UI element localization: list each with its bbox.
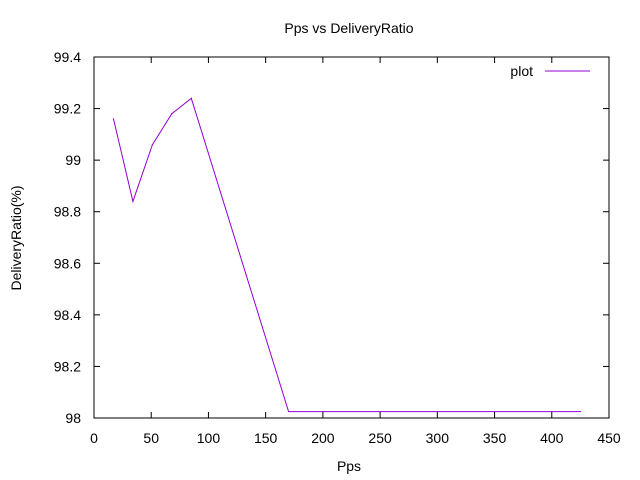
x-axis: 0 50 100 150 200 250 300 350 400 450 — [90, 57, 621, 446]
x-tick-label: 450 — [597, 430, 621, 446]
y-tick-label: 99.2 — [54, 101, 81, 117]
data-point — [132, 200, 134, 202]
plot-border — [93, 56, 610, 419]
series-layer — [112, 97, 581, 413]
data-point — [579, 410, 581, 413]
chart-title: Pps vs DeliveryRatio — [284, 20, 413, 36]
x-tick-label: 150 — [254, 430, 278, 446]
data-point — [151, 144, 153, 146]
data-point — [287, 410, 290, 413]
x-tick-label: 100 — [197, 430, 221, 446]
x-tick-label: 400 — [540, 430, 564, 446]
x-tick-label: 350 — [483, 430, 507, 446]
y-tick-label: 98.4 — [54, 307, 81, 323]
data-point — [190, 97, 192, 99]
legend-label: plot — [510, 63, 533, 79]
x-axis-label: Pps — [337, 458, 361, 474]
x-tick-label: 300 — [426, 430, 450, 446]
plot-area — [93, 56, 610, 419]
y-tick-label: 99 — [65, 152, 81, 168]
y-tick-label: 99.4 — [54, 49, 81, 65]
y-tick-label: 98.8 — [54, 204, 81, 220]
x-tick-label: 200 — [311, 430, 335, 446]
y-tick-label: 98 — [65, 410, 81, 426]
x-tick-label: 0 — [90, 430, 98, 446]
series-line — [113, 97, 581, 413]
legend: plot — [510, 63, 590, 79]
x-tick-label: 250 — [368, 430, 392, 446]
x-tick-label: 50 — [143, 430, 159, 446]
data-point — [112, 118, 115, 120]
y-axis-label: DeliveryRatio(%) — [8, 185, 24, 290]
data-point — [171, 113, 173, 115]
y-axis: 98 98.2 98.4 98.6 98.8 99 99.2 99.4 — [54, 49, 609, 426]
y-tick-label: 98.2 — [54, 358, 81, 374]
y-tick-label: 98.6 — [54, 255, 81, 271]
